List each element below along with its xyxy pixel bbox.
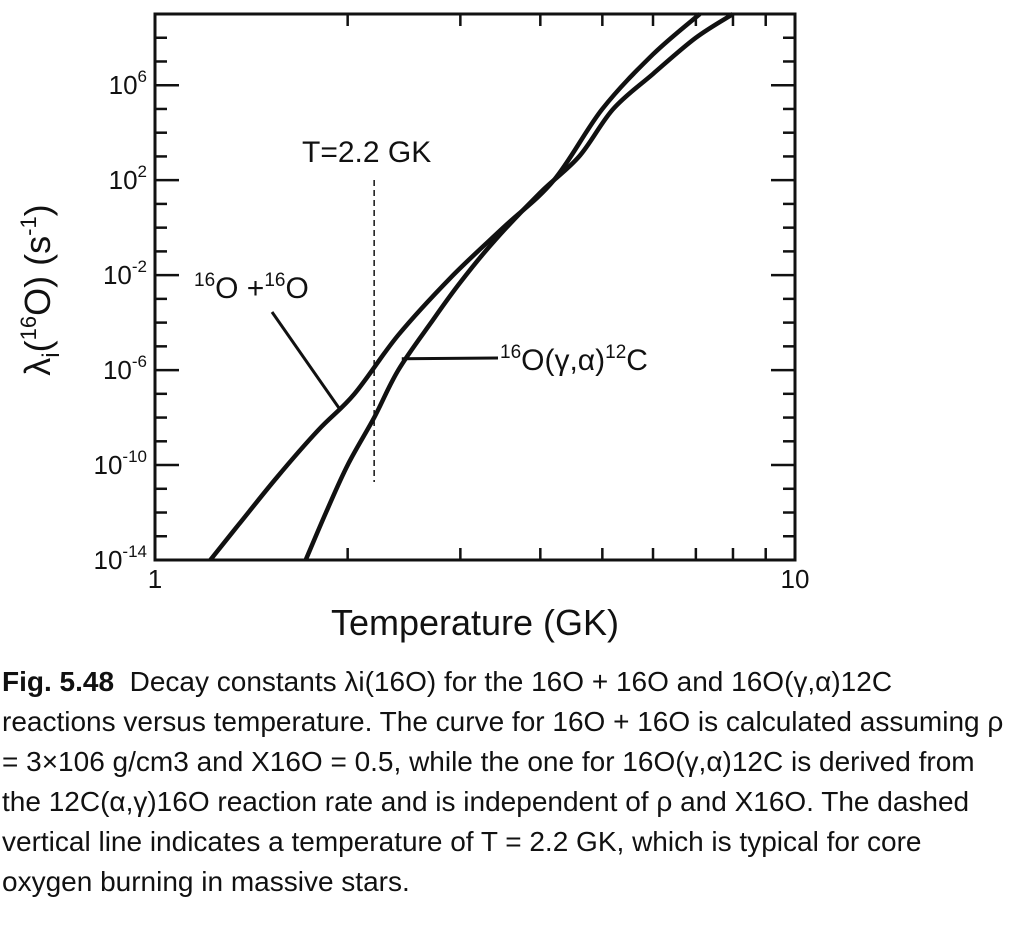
- temperature-marker-label: T=2.2 GK: [302, 136, 431, 169]
- axis-tick-labels: 1 10 10-14 10-10 10-6 10-2 102 106: [94, 67, 810, 594]
- axis-ticks: [155, 12, 795, 562]
- y-tick-label: 102: [109, 162, 147, 195]
- y-axis-title: λi(16O) (s-1): [16, 204, 65, 375]
- annotation-label-photodisintegration: 16O(γ,α)12C: [500, 342, 648, 377]
- caption-text: Decay constants λi(16O) for the 16O + 16…: [2, 666, 1004, 897]
- annotation-leader-photodisintegration: [401, 356, 499, 361]
- annotation-leader-oxygen-fusion: [270, 311, 342, 412]
- series-line-photodisintegration: [303, 12, 735, 561]
- y-tick-label: 10-10: [94, 447, 148, 480]
- figure-label: Fig. 5.48: [2, 666, 115, 697]
- series-line-oxygen-fusion: [208, 12, 702, 562]
- y-tick-label: 106: [109, 67, 147, 100]
- x-tick-label: 1: [148, 564, 162, 594]
- x-tick-label: 10: [781, 564, 810, 594]
- annotation-label-oxygen-fusion: 16O +16O: [194, 270, 309, 305]
- figure-caption: Fig. 5.48 Decay constants λi(16O) for th…: [2, 662, 1007, 902]
- x-axis-title: Temperature (GK): [331, 602, 619, 643]
- plot-frame: [153, 12, 797, 562]
- y-tick-label: 10-6: [103, 352, 147, 385]
- y-tick-label: 10-2: [103, 257, 147, 290]
- decay-constant-chart: 1 10 10-14 10-10 10-6 10-2 102 106 T=2.2 GK 16O…: [16, 12, 810, 643]
- y-tick-label: 10-14: [94, 542, 148, 575]
